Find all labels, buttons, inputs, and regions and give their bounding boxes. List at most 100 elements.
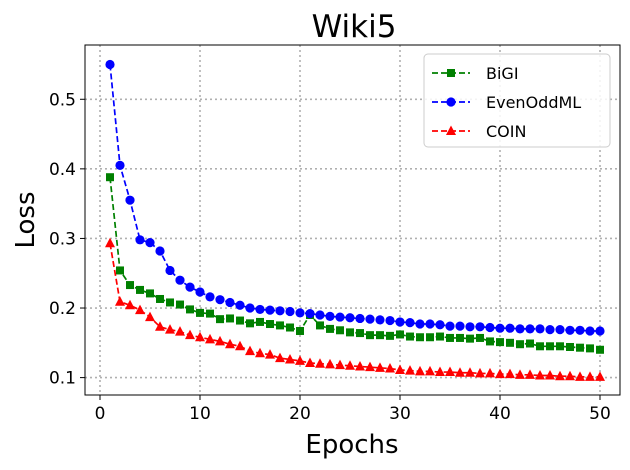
y-axis-title: Loss [11, 191, 41, 248]
data-point-coin [485, 367, 495, 378]
data-point-bigi [326, 324, 334, 333]
data-point-evenoddml [285, 306, 295, 317]
data-point-bigi [536, 342, 544, 351]
data-point-evenoddml [535, 324, 545, 334]
data-point-coin [205, 333, 215, 344]
legend-label-coin: COIN [486, 122, 526, 141]
data-point-coin [275, 352, 285, 363]
data-point-coin [515, 369, 525, 379]
data-point-bigi [126, 281, 134, 290]
data-point-evenoddml [565, 325, 575, 335]
data-point-coin [185, 329, 195, 340]
axis-ticks: 0 10 20 30 40 50 0.1 0.2 0.3 0.4 0.5 [49, 90, 611, 424]
x-tick-label: 10 [189, 404, 211, 424]
data-point-evenoddml [305, 308, 315, 319]
x-tick-label: 20 [289, 404, 311, 424]
data-point-coin [465, 367, 475, 377]
data-point-coin [445, 366, 455, 377]
plot-frame [84, 44, 621, 396]
legend-marker-coin [446, 125, 456, 135]
data-point-bigi [436, 332, 444, 341]
data-point-evenoddml [475, 322, 485, 332]
data-point-coin [325, 358, 335, 369]
data-point-evenoddml [405, 318, 415, 328]
data-point-bigi [416, 333, 424, 342]
data-point-coin [555, 370, 565, 381]
data-point-coin [535, 370, 545, 380]
data-point-bigi [466, 334, 474, 343]
data-point-evenoddml [495, 323, 505, 333]
legend-marker-bigi [447, 69, 455, 77]
data-point-coin [305, 357, 315, 367]
data-point-coin [105, 237, 115, 248]
data-point-bigi [356, 329, 364, 338]
y-tick-label: 0.5 [49, 90, 76, 110]
data-point-bigi [406, 332, 414, 341]
data-point-coin [175, 326, 185, 336]
data-point-evenoddml [385, 315, 395, 326]
data-point-evenoddml [215, 295, 225, 305]
data-point-coin [215, 335, 225, 346]
data-point-bigi [386, 331, 394, 340]
data-point-coin [575, 371, 585, 381]
data-point-bigi [246, 319, 254, 328]
data-point-evenoddml [445, 321, 455, 331]
data-point-bigi [146, 289, 154, 298]
data-point-evenoddml [555, 324, 565, 335]
data-point-bigi [216, 315, 224, 324]
data-point-evenoddml [225, 297, 235, 308]
data-point-evenoddml [145, 238, 155, 248]
data-point-evenoddml [245, 303, 255, 313]
data-point-bigi [596, 345, 604, 354]
data-point-evenoddml [435, 320, 445, 330]
x-tick-label: 40 [489, 404, 511, 424]
data-point-coin [525, 369, 535, 379]
data-point-coin [345, 360, 355, 370]
data-point-bigi [286, 323, 294, 332]
data-point-coin [425, 365, 435, 376]
data-point-evenoddml [165, 265, 175, 276]
data-point-coin [225, 338, 235, 349]
data-point-bigi [136, 285, 144, 294]
data-point-evenoddml [455, 321, 465, 331]
data-point-coin [285, 354, 295, 364]
data-point-evenoddml [275, 306, 285, 316]
data-point-evenoddml [325, 311, 335, 321]
data-point-coin [545, 370, 555, 380]
data-point-evenoddml [185, 282, 195, 292]
data-point-coin [255, 347, 265, 358]
data-point-coin [505, 368, 515, 379]
legend-marker-evenoddml [446, 97, 456, 107]
data-point-coin [125, 299, 135, 310]
data-point-bigi [586, 344, 594, 353]
x-tick-label: 50 [589, 404, 611, 424]
y-tick-label: 0.3 [49, 229, 76, 249]
data-point-bigi [446, 333, 454, 342]
legend-item-coin: COIN [432, 122, 526, 141]
data-point-bigi [186, 305, 194, 314]
data-point-coin [565, 370, 575, 381]
data-point-evenoddml [265, 305, 275, 315]
data-point-bigi [166, 298, 174, 307]
data-point-evenoddml [235, 300, 245, 310]
data-point-coin [165, 324, 175, 334]
legend-frame [423, 53, 611, 148]
series-coin [105, 237, 605, 381]
y-tick-label: 0.1 [49, 369, 76, 389]
data-point-bigi [196, 308, 204, 317]
data-point-coin [355, 360, 365, 371]
data-point-evenoddml [415, 319, 425, 329]
data-point-bigi [266, 320, 274, 329]
data-point-evenoddml [175, 275, 185, 285]
data-point-bigi [376, 331, 384, 340]
data-point-evenoddml [155, 246, 165, 256]
data-point-evenoddml [205, 292, 215, 302]
data-point-coin [395, 364, 405, 374]
data-point-evenoddml [195, 287, 205, 297]
data-point-bigi [176, 300, 184, 309]
data-point-coin [375, 362, 385, 372]
data-point-evenoddml [135, 235, 145, 245]
data-point-coin [195, 331, 205, 342]
data-point-evenoddml [255, 304, 265, 315]
